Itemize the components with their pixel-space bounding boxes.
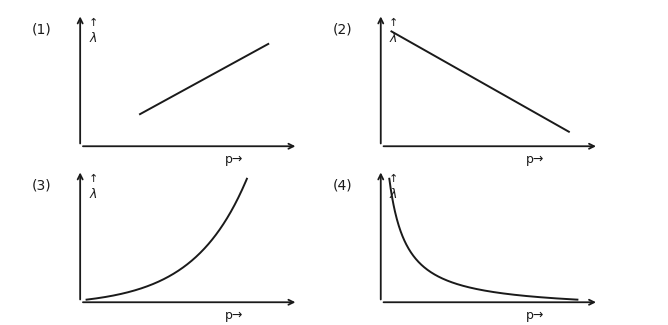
Text: λ: λ — [390, 188, 397, 201]
Text: p→: p→ — [225, 153, 243, 166]
Text: λ: λ — [390, 32, 397, 45]
Text: ↑: ↑ — [389, 18, 398, 28]
Text: (2): (2) — [333, 22, 352, 36]
Text: (3): (3) — [32, 178, 51, 192]
Text: ↑: ↑ — [88, 174, 98, 184]
Text: λ: λ — [90, 188, 97, 201]
Text: (4): (4) — [333, 178, 352, 192]
Text: ↑: ↑ — [389, 174, 398, 184]
Text: p→: p→ — [526, 309, 544, 322]
Text: (1): (1) — [32, 22, 51, 36]
Text: λ: λ — [90, 32, 97, 45]
Text: ↑: ↑ — [88, 18, 98, 28]
Text: p→: p→ — [225, 309, 243, 322]
Text: p→: p→ — [526, 153, 544, 166]
